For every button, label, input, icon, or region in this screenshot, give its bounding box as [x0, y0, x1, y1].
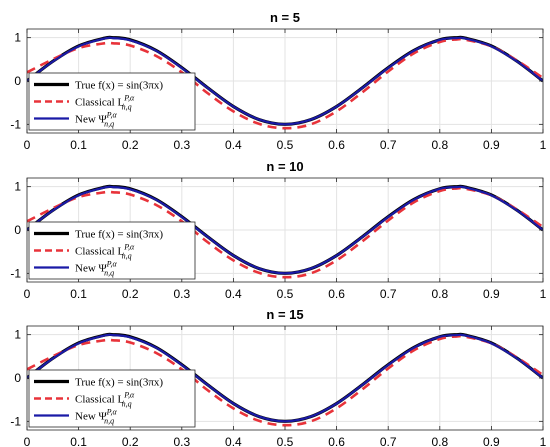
x-tick-label: 0.6	[328, 287, 345, 301]
x-tick-label: 1	[540, 435, 547, 447]
x-tick-label: 0.5	[277, 138, 294, 152]
x-tick-label: 0.7	[380, 138, 397, 152]
y-tick-label: -1	[10, 117, 21, 131]
legend-label-1: True f(x) = sin(3πx)	[75, 377, 163, 389]
x-tick-label: 0	[24, 287, 31, 301]
x-tick-label: 0.8	[431, 138, 448, 152]
y-tick-label: 0	[14, 371, 21, 385]
series-line-3	[27, 185, 543, 275]
series-group	[27, 184, 543, 279]
series-group	[27, 35, 543, 130]
legend-label-2: Classical LP,α n,q	[75, 243, 135, 261]
x-tick-label: 0.3	[173, 435, 190, 447]
legend: True f(x) = sin(3πx) Classical LP,α n,qNew…	[28, 72, 196, 131]
x-tick-label: 0.6	[328, 138, 345, 152]
y-tick-label: 1	[14, 328, 21, 342]
panel-title: n = 5	[270, 10, 300, 25]
y-tick-label: 1	[14, 31, 21, 45]
x-tick-label: 0.3	[173, 287, 190, 301]
x-tick-label: 0.2	[122, 435, 139, 447]
legend: True f(x) = sin(3πx) Classical LP,α n,qNew…	[28, 369, 196, 428]
x-tick-label: 0.9	[483, 287, 500, 301]
y-tick-label: -1	[10, 414, 21, 428]
x-tick-label: 0.3	[173, 138, 190, 152]
y-tick-label: -1	[10, 266, 21, 280]
x-tick-label: 0.2	[122, 287, 139, 301]
series-group	[27, 332, 543, 427]
series-line-2	[27, 186, 543, 279]
y-tick-label: 1	[14, 180, 21, 194]
x-tick-label: 0.6	[328, 435, 345, 447]
legend: True f(x) = sin(3πx) Classical LP,α n,qNew…	[28, 221, 196, 280]
legend-label-2: Classical LP,α n,q	[75, 391, 135, 409]
series-line-3	[27, 333, 543, 423]
x-tick-label: 0	[24, 138, 31, 152]
x-tick-label: 0.1	[70, 287, 87, 301]
x-tick-label: 0.4	[225, 138, 242, 152]
legend-label-3: New ΨP,α n,q	[75, 260, 117, 278]
y-tick-label: 0	[14, 223, 21, 237]
x-tick-label: 0.7	[380, 287, 397, 301]
x-tick-label: 0.1	[70, 138, 87, 152]
series-line-2	[27, 334, 543, 427]
x-tick-label: 1	[540, 138, 547, 152]
x-tick-label: 0.5	[277, 287, 294, 301]
legend-label-1: True f(x) = sin(3πx)	[75, 229, 163, 241]
legend-label-3: New ΨP,α n,q	[75, 408, 117, 426]
x-tick-label: 0.7	[380, 435, 397, 447]
x-tick-label: 0.8	[431, 435, 448, 447]
legend-label-1: True f(x) = sin(3πx)	[75, 80, 163, 92]
x-tick-label: 0.1	[70, 435, 87, 447]
x-tick-label: 0.2	[122, 138, 139, 152]
y-tick-label: 0	[14, 74, 21, 88]
x-tick-label: 0.9	[483, 138, 500, 152]
panel-title: n = 15	[266, 307, 303, 322]
series-line-3	[27, 36, 543, 126]
x-tick-label: 0.9	[483, 435, 500, 447]
x-tick-label: 0	[24, 435, 31, 447]
panel-title: n = 10	[266, 159, 303, 174]
x-tick-label: 0.8	[431, 287, 448, 301]
x-tick-label: 0.5	[277, 435, 294, 447]
x-tick-label: 0.4	[225, 435, 242, 447]
x-tick-label: 1	[540, 287, 547, 301]
series-line-2	[27, 37, 543, 130]
x-tick-label: 0.4	[225, 287, 242, 301]
legend-label-2: Classical LP,α n,q	[75, 94, 135, 112]
legend-label-3: New ΨP,α n,q	[75, 111, 117, 129]
